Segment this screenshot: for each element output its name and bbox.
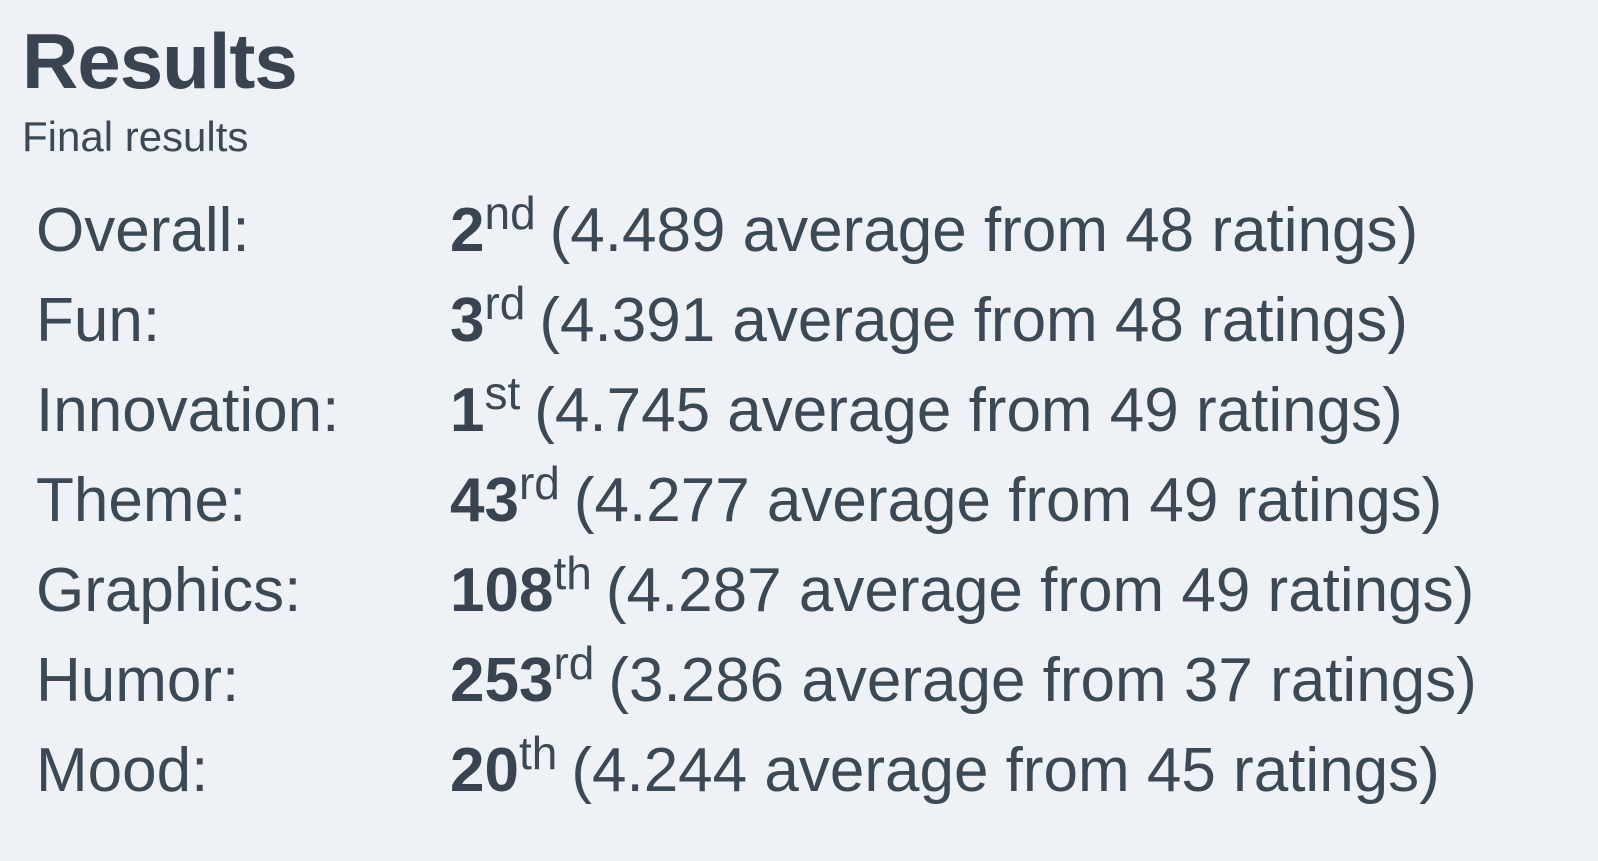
result-rank-suffix: th [518,727,558,779]
result-row-graphics: Graphics: 108th (4.287 average from 49 ra… [36,546,1586,636]
page-title: Results [22,17,298,105]
result-rank-suffix: th [553,547,592,599]
result-value: 253rd (3.286 average from 37 ratings) [450,636,1477,726]
result-row-humor: Humor: 253rd (3.286 average from 37 ratin… [36,636,1586,726]
result-value: 2nd (4.489 average from 48 ratings) [450,186,1418,276]
result-row-mood: Mood: 20th (4.244 average from 45 ratings… [36,726,1586,816]
result-rank: 2 [450,196,485,265]
result-row-innovation: Innovation: 1st (4.745 average from 49 ra… [36,366,1586,456]
result-value: 43rd (4.277 average from 49 ratings) [450,456,1442,546]
result-label: Graphics: [36,556,302,625]
result-label: Overall: [36,196,250,265]
result-label: Mood: [36,736,209,805]
result-detail: (4.745 average from 49 ratings) [534,376,1403,445]
result-label: Humor: [36,646,240,715]
result-value: 3rd (4.391 average from 48 ratings) [450,276,1408,366]
result-rank-suffix: nd [484,187,536,239]
result-label: Innovation: [36,376,340,445]
result-rank-suffix: rd [484,277,526,329]
result-value: 108th (4.287 average from 49 ratings) [450,546,1474,636]
result-detail: (4.244 average from 45 ratings) [571,736,1440,805]
result-detail: (4.489 average from 48 ratings) [549,196,1419,265]
result-rank-suffix: st [484,367,521,419]
result-label: Fun: [36,286,161,355]
result-rank: 3 [450,286,485,355]
page-subtitle: Final results [22,113,249,160]
result-value: 1st (4.745 average from 49 ratings) [450,366,1403,456]
result-row-theme: Theme: 43rd (4.277 average from 49 rating… [36,456,1586,546]
result-rank: 1 [450,376,485,445]
result-rank: 43 [450,466,519,535]
result-detail: (4.391 average from 48 ratings) [539,286,1408,355]
result-detail: (4.277 average from 49 ratings) [573,466,1443,535]
result-rank: 20 [450,736,519,805]
result-row-overall: Overall: 2nd (4.489 average from 48 ratin… [36,186,1586,276]
result-rank-suffix: rd [553,637,595,689]
result-value: 20th (4.244 average from 45 ratings) [450,726,1440,816]
result-detail: (3.286 average from 37 ratings) [608,646,1477,715]
result-rank-suffix: rd [518,457,560,509]
result-row-fun: Fun: 3rd (4.391 average from 48 ratings) [36,276,1586,366]
result-detail: (4.287 average from 49 ratings) [605,556,1475,625]
result-rank: 253 [450,646,554,715]
results-list: Overall: 2nd (4.489 average from 48 ratin… [36,186,1586,816]
result-label: Theme: [36,466,247,535]
result-rank: 108 [450,556,554,625]
